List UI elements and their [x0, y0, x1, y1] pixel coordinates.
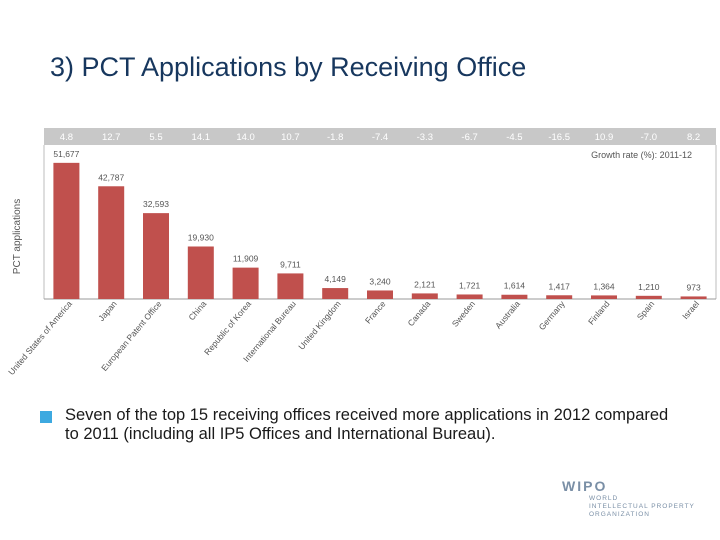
logo-line-organization: ORGANIZATION — [589, 511, 650, 518]
bar — [680, 296, 707, 299]
bar-value-label: 11,909 — [233, 254, 259, 264]
growth-rate-value: -3.3 — [417, 132, 433, 143]
bar — [501, 294, 528, 299]
bar-value-label: 1,210 — [638, 282, 660, 292]
bar — [53, 162, 80, 299]
growth-rate-value: 5.5 — [149, 132, 162, 143]
category-label: China — [186, 299, 208, 323]
bar — [187, 246, 214, 299]
growth-rate-value: -16.5 — [548, 132, 570, 143]
growth-rate-value: 12.7 — [102, 132, 121, 143]
bar-value-label: 1,614 — [504, 281, 526, 291]
bar-value-label: 2,121 — [414, 279, 436, 289]
bar — [143, 213, 169, 299]
growth-rate-value: 14.1 — [192, 132, 211, 143]
growth-rate-value: 8.2 — [687, 132, 700, 143]
bar — [232, 267, 259, 299]
bullet-square-icon — [40, 411, 52, 423]
category-label: Japan — [96, 299, 119, 323]
bar-value-label: 973 — [687, 282, 701, 292]
growth-rate-value: 14.0 — [236, 132, 255, 143]
bar — [277, 273, 304, 299]
bar — [322, 288, 349, 299]
category-label: United Kingdom — [296, 299, 343, 352]
category-label: Australia — [493, 299, 522, 331]
bullet-point: Seven of the top 15 receiving offices re… — [40, 406, 680, 444]
bar — [635, 295, 662, 299]
growth-rate-value: -7.0 — [641, 132, 657, 143]
y-axis-label: PCT applications — [12, 199, 23, 274]
bar-value-label: 3,240 — [369, 276, 391, 286]
category-label: Germany — [537, 298, 568, 332]
category-label: Israel — [680, 299, 701, 321]
category-label: Spain — [635, 299, 657, 322]
bar-value-label: 19,930 — [188, 232, 214, 242]
category-label: United States of America — [6, 299, 74, 377]
wipo-logo: WIPO WORLD INTELLECTUAL PROPERTY ORGANIZ… — [560, 476, 710, 520]
growth-rate-value: -7.4 — [372, 132, 388, 143]
growth-rate-value: 4.8 — [60, 132, 73, 143]
bar-value-label: 51,677 — [53, 149, 79, 159]
category-label: France — [363, 299, 388, 326]
growth-rate-value: -6.7 — [461, 132, 477, 143]
bar — [98, 186, 125, 299]
bar-value-label: 32,593 — [143, 199, 169, 209]
logo-line-world: WORLD — [589, 495, 619, 502]
bar — [546, 295, 573, 299]
bar-value-label: 1,364 — [593, 281, 615, 291]
growth-rate-value: -4.5 — [506, 132, 522, 143]
bar-value-label: 4,149 — [325, 274, 347, 284]
bar — [367, 290, 393, 299]
pct-bar-chart: PCT applications Growth rate (%): 2011-12… — [6, 128, 717, 377]
growth-rate-label: Growth rate (%): 2011-12 — [591, 150, 692, 160]
bar — [456, 294, 483, 299]
growth-rate-value: -1.8 — [327, 132, 343, 143]
bar — [591, 295, 617, 299]
bar-value-label: 9,711 — [280, 259, 301, 269]
growth-rate-band — [44, 128, 716, 145]
category-label: Finland — [586, 299, 612, 327]
logo-wordmark: WIPO — [562, 478, 608, 494]
logo-line-intellectual-property: INTELLECTUAL PROPERTY — [589, 503, 695, 510]
bar — [411, 293, 438, 299]
bullet-text: Seven of the top 15 receiving offices re… — [65, 406, 669, 443]
growth-rate-value: 10.9 — [595, 132, 614, 143]
category-label: Republic of Korea — [202, 299, 253, 357]
bar-value-label: 1,721 — [459, 280, 481, 290]
category-label: Sweden — [450, 299, 478, 329]
category-label: Canada — [406, 299, 433, 328]
growth-rate-value: 10.7 — [281, 132, 300, 143]
bar-value-label: 1,417 — [549, 281, 571, 291]
bar-value-label: 42,787 — [98, 172, 124, 182]
slide-title: 3) PCT Applications by Receiving Office — [50, 52, 527, 82]
